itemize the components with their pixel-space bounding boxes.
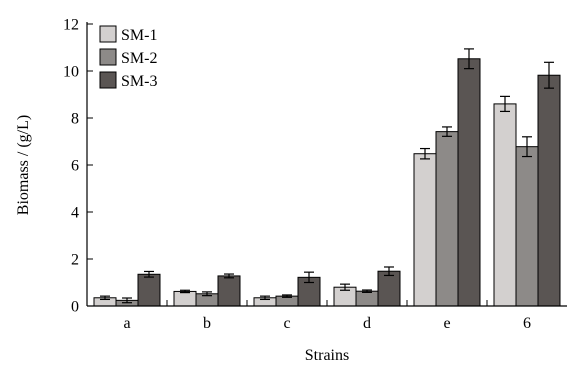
bar [217, 275, 241, 307]
y-tick-label: 6 [71, 158, 79, 175]
error-bar [260, 295, 270, 301]
error-bar [500, 95, 510, 113]
error-bar [522, 136, 532, 158]
error-bar [282, 294, 292, 298]
bar [537, 74, 561, 307]
y-ticks: 0 2 4 6 8 10 12 [63, 17, 93, 316]
bar [355, 290, 379, 307]
error-bar [544, 61, 554, 89]
x-tick-label: a [123, 315, 130, 332]
error-bars-layer [100, 48, 554, 304]
y-tick-label: 0 [71, 299, 79, 316]
y-tick-label: 2 [71, 252, 79, 269]
error-bar [420, 147, 430, 160]
bar [377, 270, 401, 307]
x-tick-label: d [363, 315, 371, 332]
legend-swatch [99, 25, 117, 43]
bars-layer [93, 58, 561, 307]
bar [457, 58, 481, 307]
y-tick-label: 8 [71, 111, 79, 128]
bar [435, 131, 459, 307]
y-tick-label: 12 [63, 17, 79, 34]
legend: SM-1 SM-2 SM-3 [99, 25, 157, 90]
bar [413, 153, 437, 307]
x-axis-title: Strains [305, 347, 349, 364]
error-bar [464, 48, 474, 70]
y-tick-label: 4 [71, 205, 79, 222]
error-bar [442, 126, 452, 137]
error-bar [180, 289, 190, 294]
bar [173, 290, 197, 307]
y-axis-title: Biomass / (g/L) [15, 115, 32, 215]
x-tick-label: e [443, 315, 450, 332]
bar [493, 103, 517, 307]
x-ticks: a b c d e 6 [123, 300, 531, 332]
x-tick-label: b [203, 315, 211, 332]
legend-swatch [99, 71, 117, 89]
error-bar [224, 273, 234, 279]
legend-label: SM-1 [121, 27, 157, 44]
error-bar [304, 271, 314, 284]
error-bar [144, 270, 154, 278]
y-tick-label: 10 [63, 64, 79, 81]
x-tick-label: c [283, 315, 290, 332]
error-bar [362, 289, 372, 293]
error-bar [122, 297, 132, 304]
error-bar [340, 283, 350, 291]
legend-swatch [99, 48, 117, 66]
error-bar [100, 295, 110, 301]
bar [515, 146, 539, 307]
legend-label: SM-3 [121, 73, 157, 90]
bar [137, 273, 161, 307]
legend-label: SM-2 [121, 50, 157, 67]
x-tick-label: 6 [523, 315, 531, 332]
error-bar [202, 291, 212, 297]
error-bar [384, 266, 394, 277]
